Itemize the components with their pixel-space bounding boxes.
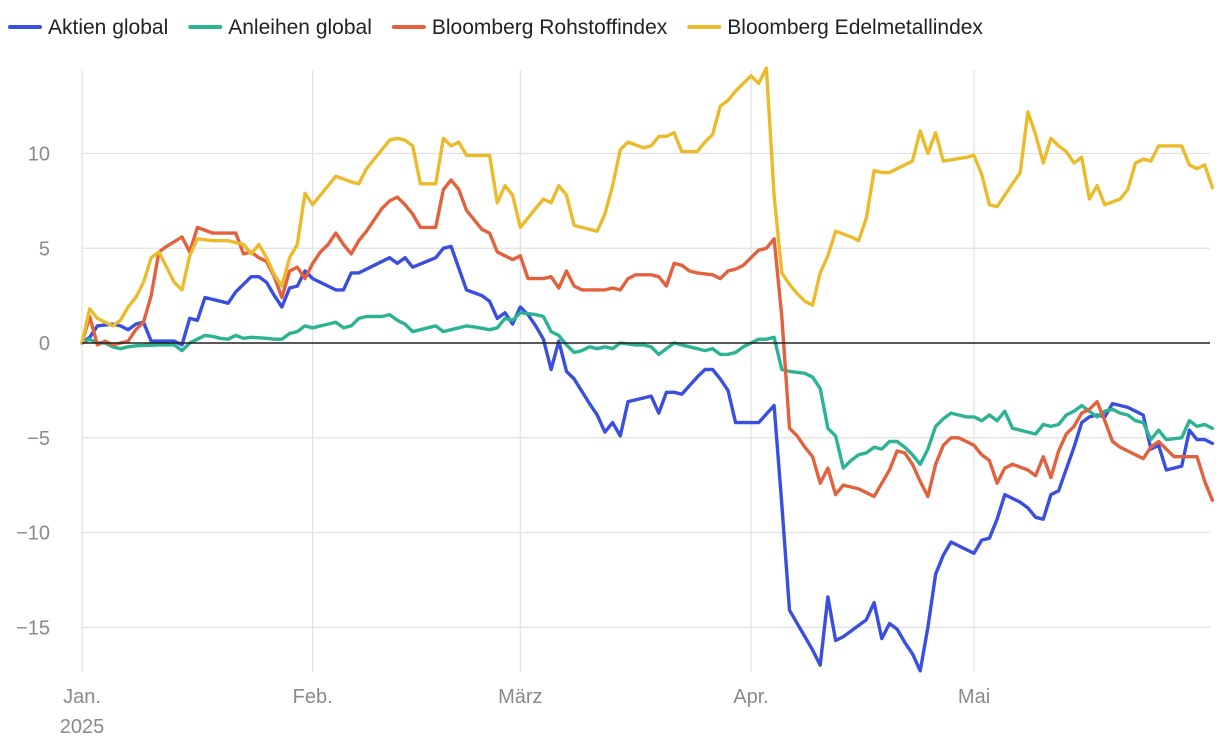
x-tick-label: Jan. <box>63 686 101 708</box>
series-line-1 <box>80 244 1215 673</box>
series-line-3 <box>80 178 1215 502</box>
y-tick-label: −15 <box>16 617 50 639</box>
series-line-2 <box>80 311 1215 470</box>
y-tick-label: −10 <box>16 523 50 545</box>
legend-label: Bloomberg Rohstoffindex <box>432 16 668 39</box>
y-tick-label: 10 <box>28 144 50 166</box>
x-tick-label: Apr. <box>733 686 769 708</box>
y-tick-label: 5 <box>39 238 50 260</box>
y-axis: 10 5 0 −5 −10 −15 <box>16 144 50 640</box>
legend-label: Aktien global <box>48 16 168 39</box>
legend-label: Bloomberg Edelmetallindex <box>727 16 983 39</box>
x-tick-label: Mai <box>958 686 990 708</box>
series-line-4 <box>80 66 1215 345</box>
legend-label: Anleihen global <box>228 16 372 39</box>
x-tick-sublabel: 2025 <box>60 716 105 738</box>
chart-legend: Aktien global Anleihen global Bloomberg Ro… <box>8 16 983 39</box>
chart-grid <box>81 70 1210 672</box>
x-axis: Jan. 2025 Feb. März Apr. Mai <box>60 686 990 738</box>
chart-series <box>80 66 1215 673</box>
y-tick-label: −5 <box>27 428 50 450</box>
y-tick-label: 0 <box>39 333 50 355</box>
x-tick-label: Feb. <box>293 686 333 708</box>
x-tick-label: März <box>498 686 542 708</box>
